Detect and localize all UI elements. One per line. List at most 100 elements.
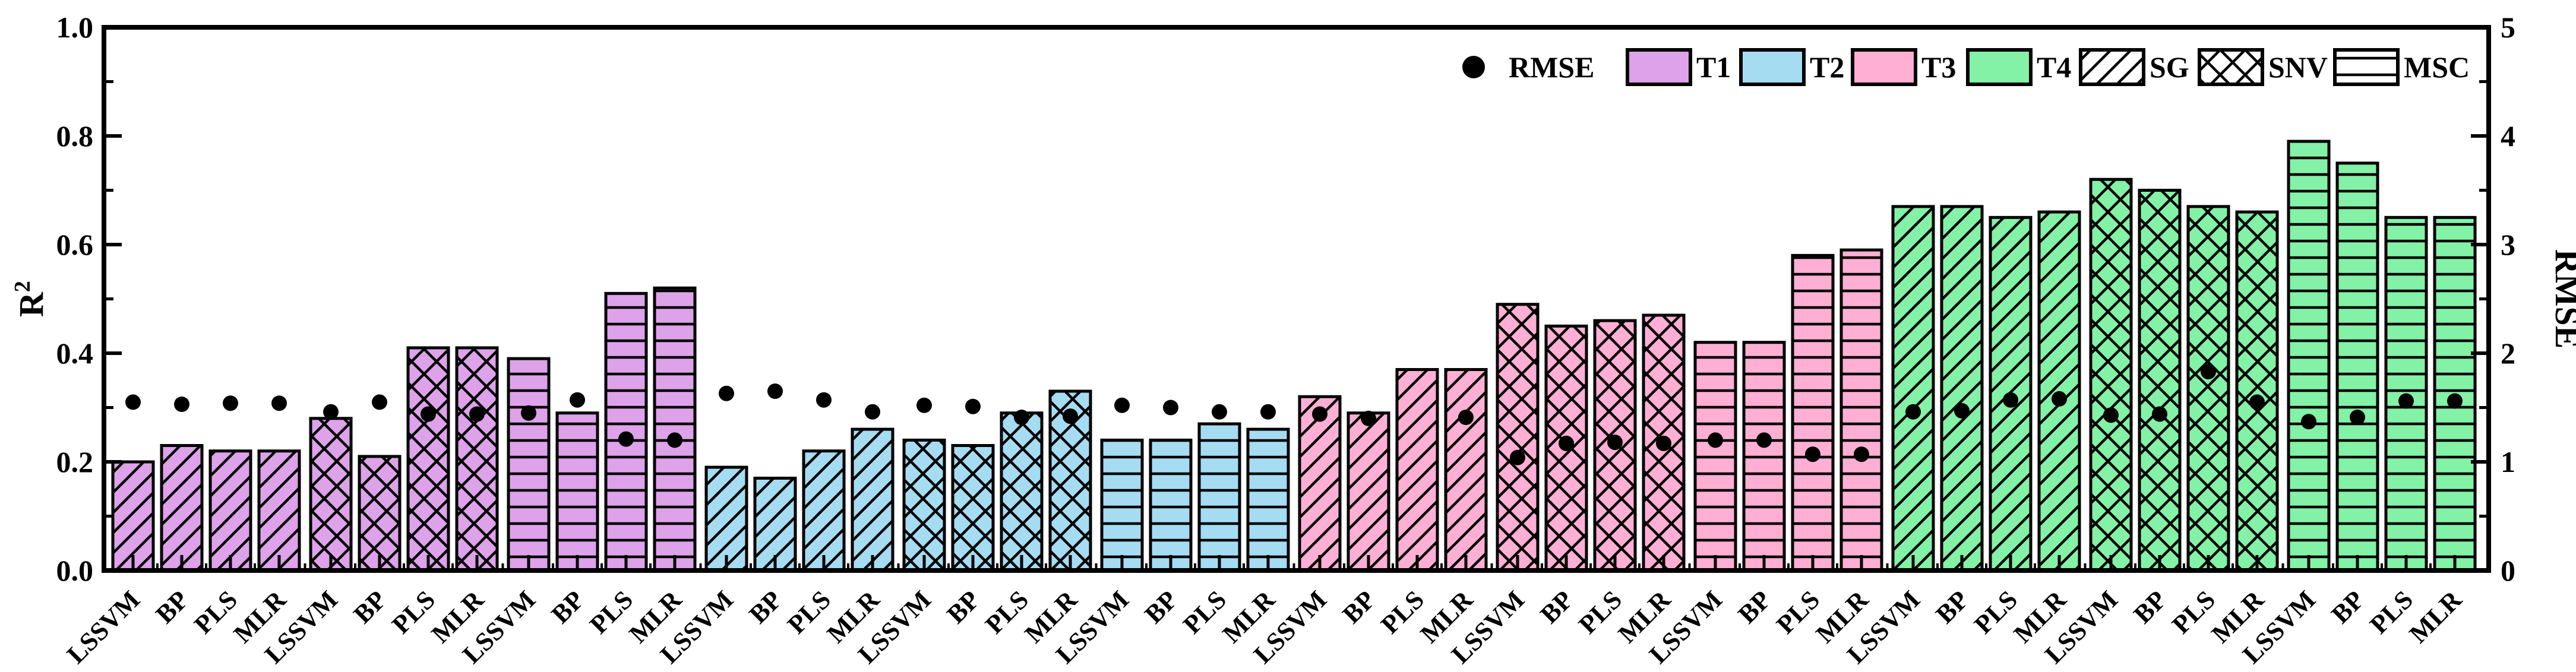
legend-swatch-icon <box>1966 48 2033 86</box>
bar-T1-SNV-BP <box>358 455 402 572</box>
bar-T3-SG-BP <box>1347 411 1390 572</box>
legend-label: T2 <box>1810 50 1844 84</box>
bar-T2-MSC-PLS <box>1197 422 1241 572</box>
rmse-dot-T2-MSC-MLR <box>1260 404 1276 420</box>
bar-T2-MSC-MLR <box>1246 427 1290 572</box>
bar-T1-MSC-LSSVM <box>507 357 551 572</box>
y-left-tick-label: 0.2 <box>56 445 94 478</box>
y-left-tick-label: 1.0 <box>56 11 94 44</box>
rmse-dot-T3-SG-MLR <box>1458 410 1474 425</box>
bar-T3-SG-MLR <box>1444 368 1488 572</box>
rmse-dot-T2-SG-MLR <box>865 404 880 420</box>
y-right-tick-label: 4 <box>2501 119 2515 153</box>
rmse-dot-T1-SNV-LSSVM <box>323 404 339 420</box>
legend-label: T3 <box>1921 50 1956 84</box>
legend-item-msc: MSC <box>2333 48 2470 86</box>
bar-T4-SNV-LSSVM <box>2089 177 2133 572</box>
rmse-dot-T2-SG-PLS <box>816 392 832 408</box>
rmse-dot-T4-MSC-LSSVM <box>2301 414 2316 430</box>
bar-T2-SG-LSSVM <box>704 465 748 572</box>
rmse-dot-T2-SNV-PLS <box>1014 410 1029 425</box>
bar-T1-SG-BP <box>160 444 204 572</box>
rmse-dot-T3-SG-BP <box>1361 410 1376 426</box>
legend-swatch-icon <box>1739 48 1806 86</box>
bar-T2-SG-MLR <box>851 427 895 572</box>
rmse-dot-T3-MSC-MLR <box>1854 446 1869 462</box>
rmse-dot-T1-MSC-PLS <box>618 431 634 447</box>
legend-swatch-icon <box>1626 48 1692 86</box>
rmse-dot-T3-SG-LSSVM <box>1312 406 1327 422</box>
bar-T2-SNV-LSSVM <box>902 438 946 572</box>
rmse-dot-T1-SG-BP <box>174 397 189 412</box>
legend-label: RMSE <box>1509 50 1594 84</box>
plot-frame <box>102 25 2491 573</box>
rmse-dot-T3-MSC-PLS <box>1805 446 1820 462</box>
legend-label: SG <box>2150 50 2189 84</box>
rmse-dot-T1-SG-LSSVM <box>125 394 141 410</box>
rmse-dot-T1-MSC-LSSVM <box>521 405 536 421</box>
rmse-dot-T2-SG-BP <box>767 383 783 399</box>
rmse-dot-T3-MSC-LSSVM <box>1708 432 1723 448</box>
legend-item-rmse: RMSE <box>1462 50 1594 84</box>
legend-label: T1 <box>1696 50 1731 84</box>
bar-T2-SNV-BP <box>951 444 995 572</box>
rmse-dot-T3-SNV-BP <box>1559 435 1574 451</box>
rmse-dot-T3-MSC-BP <box>1756 432 1772 448</box>
y-left-tick-label: 0.4 <box>56 337 94 370</box>
rmse-dot-T2-SNV-BP <box>965 398 981 414</box>
rmse-dot-T2-MSC-PLS <box>1212 404 1227 420</box>
y-left-tick-label: 0.8 <box>56 119 94 153</box>
rmse-dot-T4-SG-MLR <box>2052 391 2067 407</box>
bar-T1-SNV-PLS <box>406 346 450 572</box>
rmse-dot-T4-MSC-BP <box>2350 410 2365 425</box>
bar-T4-SG-LSSVM <box>1891 205 1935 572</box>
y-left-tick-label: 0.0 <box>56 554 94 587</box>
rmse-dot-T2-MSC-BP <box>1163 400 1178 416</box>
bar-T1-SG-LSSVM <box>111 460 155 572</box>
rmse-dot-T3-SNV-LSSVM <box>1510 449 1525 465</box>
bar-T1-MSC-MLR <box>653 286 697 572</box>
bar-T1-MSC-BP <box>555 411 599 572</box>
legend-label: T4 <box>2037 50 2071 84</box>
bar-T1-SG-MLR <box>257 449 301 572</box>
legend-item-t3: T3 <box>1851 48 1956 86</box>
legend-rmse-dot-icon <box>1462 56 1485 78</box>
rmse-dot-T1-MSC-MLR <box>667 432 682 448</box>
bar-T3-MSC-BP <box>1742 341 1786 572</box>
bar-T2-MSC-LSSVM <box>1100 438 1144 572</box>
bar-T2-SNV-PLS <box>1000 411 1044 572</box>
y-right-axis-label: RMSE <box>2548 249 2576 349</box>
bar-T4-SG-BP <box>1940 205 1984 572</box>
legend-label: SNV <box>2268 50 2328 84</box>
rmse-dot-T1-SNV-MLR <box>469 406 485 422</box>
y-right-tick-label: 0 <box>2501 554 2515 587</box>
rmse-dot-T4-SNV-BP <box>2152 406 2167 422</box>
rmse-dot-T4-SG-LSSVM <box>1905 404 1921 420</box>
bar-T1-SNV-LSSVM <box>309 417 353 572</box>
y-right-tick-label: 5 <box>2501 11 2515 44</box>
rmse-dot-T1-SNV-PLS <box>421 406 436 422</box>
bar-T4-MSC-LSSVM <box>2287 140 2331 572</box>
bar-T2-MSC-BP <box>1149 438 1193 572</box>
rmse-dot-T1-SG-PLS <box>223 395 238 411</box>
legend-item-t1: T1 <box>1626 48 1731 86</box>
bar-T3-SNV-LSSVM <box>1496 303 1540 572</box>
y-right-tick-label: 2 <box>2501 337 2515 370</box>
rmse-dot-T3-SNV-PLS <box>1607 435 1623 451</box>
bar-T3-MSC-MLR <box>1839 248 1883 572</box>
rmse-dot-T4-SNV-MLR <box>2249 394 2265 410</box>
rmse-dot-T4-SG-PLS <box>2003 392 2018 408</box>
rmse-dot-T2-SG-LSSVM <box>719 385 734 401</box>
bar-T4-SNV-MLR <box>2235 210 2279 572</box>
rmse-dot-T2-MSC-LSSVM <box>1114 397 1130 413</box>
bar-T3-MSC-PLS <box>1791 253 1835 572</box>
bar-T1-SG-PLS <box>208 449 252 572</box>
bar-T3-MSC-LSSVM <box>1693 341 1737 572</box>
y-right-tick-label: 1 <box>2501 445 2515 478</box>
bar-T4-MSC-BP <box>2335 161 2379 572</box>
rmse-dot-T1-SG-MLR <box>271 395 287 411</box>
rmse-dot-T4-SG-BP <box>1954 403 1970 419</box>
